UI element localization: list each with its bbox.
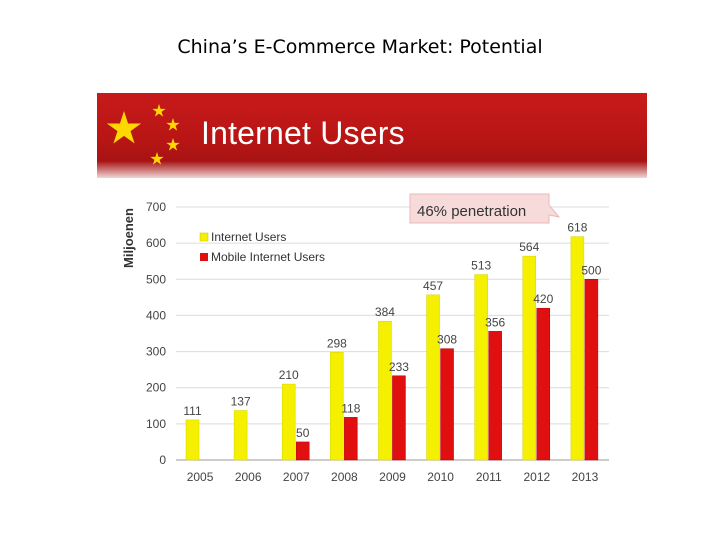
penetration-callout: 46% penetration xyxy=(409,193,561,224)
bar-mobile-internet-users xyxy=(584,279,599,461)
x-tick-label: 2009 xyxy=(379,470,406,484)
bar-internet-users xyxy=(522,255,537,461)
bar-internet-users xyxy=(570,236,585,461)
legend-swatch-mobile-internet-users xyxy=(200,253,208,261)
bar-mobile-internet-users xyxy=(536,307,551,461)
bar-internet-users xyxy=(185,419,200,461)
data-label-internet-users: 618 xyxy=(567,221,587,235)
banner-title: Internet Users xyxy=(201,115,405,151)
data-label-mobile-internet-users: 233 xyxy=(389,360,409,374)
data-label-mobile-internet-users: 308 xyxy=(437,333,457,347)
x-tick-label: 2013 xyxy=(572,470,599,484)
bar-mobile-internet-users xyxy=(392,375,406,461)
y-tick-label: 500 xyxy=(146,272,166,286)
y-tick-label: 600 xyxy=(146,236,166,250)
legend: Internet Users Mobile Internet Users xyxy=(199,230,325,264)
x-tick-label: 2012 xyxy=(523,470,550,484)
bar-mobile-internet-users xyxy=(488,331,502,461)
data-label-mobile-internet-users: 420 xyxy=(533,292,553,306)
data-label-internet-users: 513 xyxy=(471,259,491,273)
data-label-mobile-internet-users: 356 xyxy=(485,315,505,329)
data-label-internet-users: 457 xyxy=(423,279,443,293)
y-tick-label: 400 xyxy=(146,308,166,322)
y-tick-label: 700 xyxy=(146,200,166,214)
chart-banner: Internet Users xyxy=(97,93,647,178)
x-tick-label: 2005 xyxy=(187,470,214,484)
bar-internet-users xyxy=(474,274,488,461)
y-axis-label: Miljoenen xyxy=(121,208,136,268)
x-tick-label: 2008 xyxy=(331,470,358,484)
data-label-mobile-internet-users: 50 xyxy=(296,426,310,440)
penetration-callout-text: 46% penetration xyxy=(417,203,526,220)
bar-mobile-internet-users xyxy=(295,441,310,461)
slide-title: China’s E-Commerce Market: Potential xyxy=(177,36,543,58)
bar-chart: 0 100 200 300 400 500 600 700 2005 111 2006 137 2007… xyxy=(121,193,609,484)
bar-internet-users xyxy=(233,410,248,461)
x-tick-label: 2007 xyxy=(283,470,310,484)
legend-label-internet-users: Internet Users xyxy=(211,230,286,244)
bar-internet-users xyxy=(281,383,296,461)
legend-swatch-internet-users xyxy=(199,232,209,242)
data-label-internet-users: 564 xyxy=(519,240,539,254)
data-label-internet-users: 210 xyxy=(279,368,299,382)
y-tick-label: 0 xyxy=(159,453,166,467)
legend-label-mobile-internet-users: Mobile Internet Users xyxy=(211,250,325,264)
data-label-internet-users: 298 xyxy=(327,336,347,350)
x-tick-label: 2010 xyxy=(427,470,454,484)
bar-internet-users xyxy=(426,294,440,461)
data-label-internet-users: 137 xyxy=(231,394,251,408)
data-label-mobile-internet-users: 500 xyxy=(581,263,601,277)
y-tick-label: 300 xyxy=(146,345,166,359)
data-label-mobile-internet-users: 118 xyxy=(341,401,360,415)
x-tick-label: 2011 xyxy=(476,470,502,484)
bar-internet-users xyxy=(330,352,344,461)
bar-mobile-internet-users xyxy=(344,417,358,461)
x-tick-label: 2006 xyxy=(235,470,262,484)
data-label-internet-users: 111 xyxy=(183,404,202,418)
bar-mobile-internet-users xyxy=(440,348,454,461)
y-tick-label: 100 xyxy=(146,417,166,431)
y-tick-label: 200 xyxy=(146,381,166,395)
chart-panel: Internet Users 0 100 200 300 400 500 600 700 200… xyxy=(97,93,647,493)
bar-internet-users xyxy=(378,320,392,461)
data-label-internet-users: 384 xyxy=(375,305,395,319)
